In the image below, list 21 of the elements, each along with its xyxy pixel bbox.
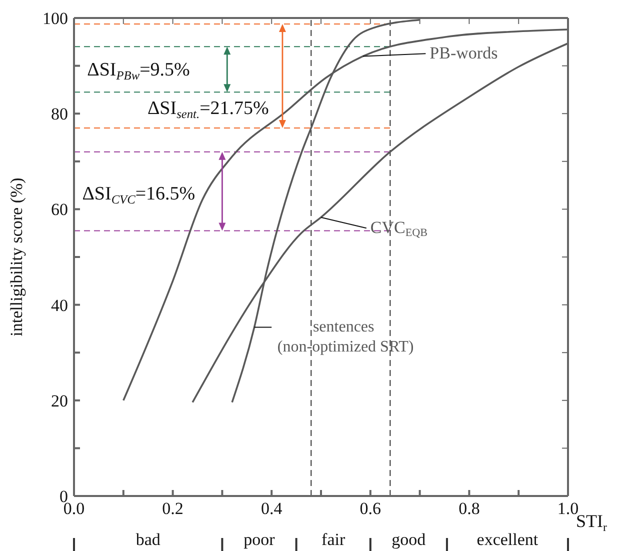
- annotation: ΔSI$_{PBw}$=9.5%: [87, 59, 190, 82]
- text: poor: [244, 530, 276, 549]
- x-tick-label: 0.2: [162, 499, 184, 518]
- text: good: [392, 530, 426, 549]
- x-tick-label: 0.4: [260, 499, 283, 518]
- y-tick-label: 60: [51, 200, 68, 220]
- y-tick-label: 20: [51, 391, 68, 410]
- y-tick-label: 80: [51, 104, 68, 124]
- text: bad: [136, 530, 161, 549]
- text: CVC$_{EQB}$: [370, 218, 428, 240]
- text: excellent: [476, 530, 538, 549]
- annotation: ΔSI$_{sent.}$=21.75%: [147, 98, 270, 121]
- annotation: ΔSI$_{CVC}$=16.5%: [82, 183, 196, 206]
- series-label: sentences (non-optimized SRT): [273, 318, 414, 356]
- series-label: PB-words: [430, 44, 498, 63]
- text: fair: [322, 530, 346, 549]
- y-tick-label: 100: [42, 9, 68, 28]
- x-tick-label: 0.6: [360, 499, 382, 518]
- y-tick-label: 40: [51, 296, 68, 315]
- x-tick-label: 0.8: [458, 499, 480, 518]
- y-axis-title: intelligibility score (%): [7, 178, 26, 336]
